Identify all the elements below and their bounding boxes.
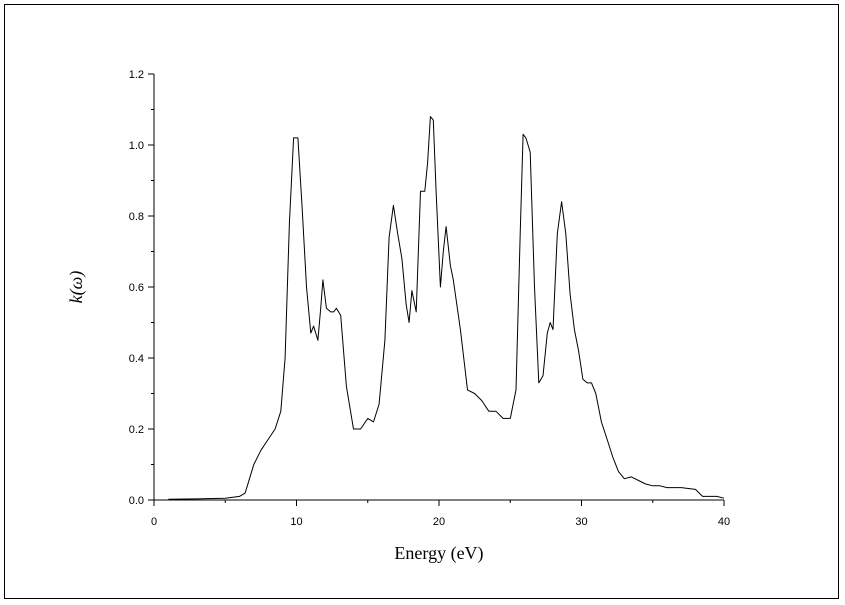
axes xyxy=(153,74,724,501)
x-axis-title: Energy (eV) xyxy=(394,543,483,564)
y-axis-title: k(ω) xyxy=(66,271,87,304)
y-tick-label: 0.2 xyxy=(129,424,144,436)
ticks xyxy=(148,73,725,506)
y-tick-label: 1.0 xyxy=(129,140,144,152)
y-tick-label: 0.4 xyxy=(129,353,144,365)
x-tick-label: 30 xyxy=(575,516,587,528)
series-line xyxy=(168,116,725,500)
x-tick-label: 0 xyxy=(151,516,157,528)
y-tick-label: 0.8 xyxy=(129,211,144,223)
x-tick-label: 40 xyxy=(718,516,730,528)
y-tick-label: 0.0 xyxy=(129,495,144,507)
x-tick-label: 10 xyxy=(290,516,302,528)
x-tick-label: 20 xyxy=(433,516,445,528)
y-tick-label: 0.6 xyxy=(129,282,144,294)
tick-labels: 0 10 20 30 40 0.0 0.2 0.4 0.6 0.8 1.0 1.2 xyxy=(129,69,730,528)
y-tick-label: 1.2 xyxy=(129,69,144,81)
